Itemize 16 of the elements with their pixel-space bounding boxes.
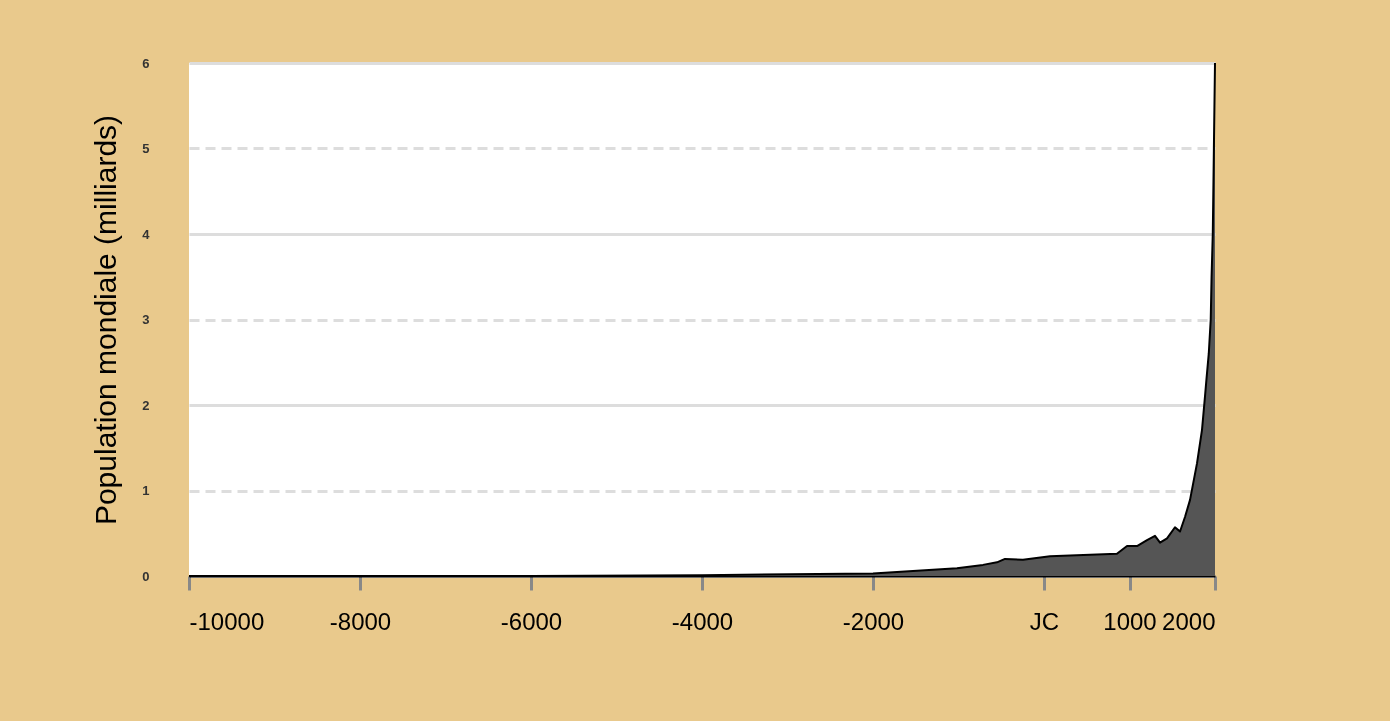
x-tick-label: 2000: [1162, 607, 1216, 635]
x-tick-label: -8000: [329, 607, 392, 635]
x-tick-label: -4000: [671, 607, 734, 635]
y-tick-label: 1: [142, 483, 150, 498]
y-tick-label: 3: [142, 312, 150, 327]
y-tick-label: 6: [142, 55, 150, 71]
y-tick-label: 0: [142, 568, 150, 584]
x-tick-label: -6000: [500, 607, 563, 635]
x-tick-label: -10000: [189, 607, 265, 635]
y-tick-label: 4: [142, 226, 151, 242]
x-tick-label: -2000: [842, 607, 905, 635]
x-tick-label: 1000: [1103, 607, 1157, 635]
y-axis-title: Population mondiale (milliards): [89, 114, 123, 526]
y-tick-label: 2: [142, 397, 150, 413]
x-tick-label: JC: [1029, 607, 1060, 635]
y-tick-label: 5: [142, 141, 150, 156]
